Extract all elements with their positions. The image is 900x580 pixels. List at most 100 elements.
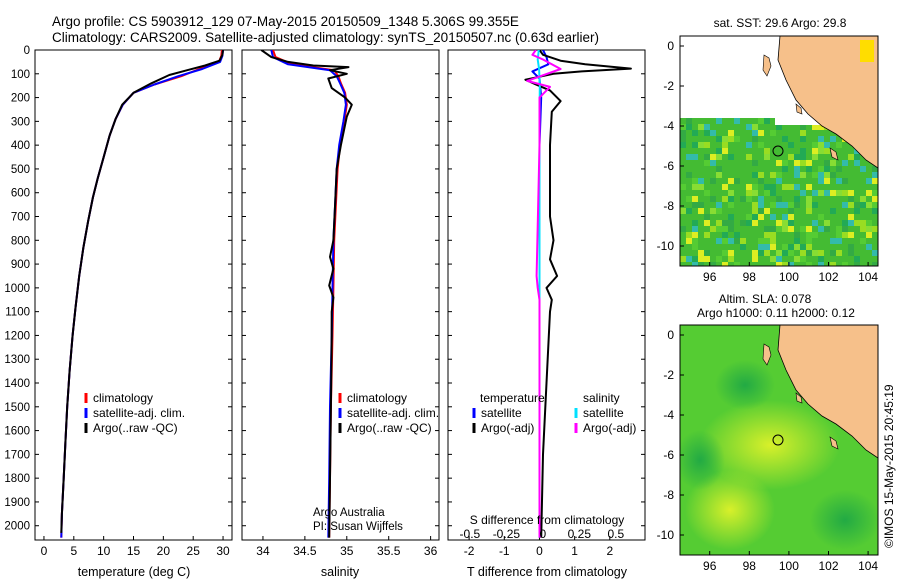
sst-cell xyxy=(758,142,764,148)
sst-cell xyxy=(710,208,716,214)
sla-map-ticks: 96 98 100 102 104 0 -2 -4 -6 -8 -10 xyxy=(657,328,879,573)
series-argo-raw-qc xyxy=(60,50,224,533)
sst-cell xyxy=(752,172,758,178)
series-climatology xyxy=(60,50,223,538)
sst-cell xyxy=(758,238,764,244)
sst-cell xyxy=(848,196,854,202)
sla-land-sumatra xyxy=(777,325,878,459)
sst-cell xyxy=(728,130,734,136)
sst-cell xyxy=(710,196,716,202)
sst-cell xyxy=(752,124,758,130)
sst-cell xyxy=(830,208,836,214)
sst-cell xyxy=(818,166,824,172)
sst-cell xyxy=(818,136,824,142)
sst-cell xyxy=(872,202,878,208)
sla-island-1 xyxy=(762,343,772,366)
sst-cell xyxy=(716,256,722,262)
sst-cell xyxy=(794,202,800,208)
sst-cell xyxy=(764,148,770,154)
sst-cell xyxy=(728,256,734,262)
sst-cell xyxy=(776,196,782,202)
legend-label: climatology xyxy=(347,391,407,405)
temperature-panel: 0 5 10 15 20 25 30 0 100 200 300 400 500 600 700 800 90… xyxy=(4,45,233,579)
map-x-tick-label: 102 xyxy=(818,270,838,284)
sst-cell xyxy=(866,226,872,232)
sla-high-blob-2 xyxy=(685,470,775,550)
sst-cell xyxy=(818,214,824,220)
sst-cell xyxy=(866,220,872,226)
series-satellite-adj-clim xyxy=(60,50,224,538)
sst-cell xyxy=(782,214,788,220)
sst-cell xyxy=(812,142,818,148)
sst-cell xyxy=(812,250,818,256)
temperature-xlabel: temperature (deg C) xyxy=(78,565,191,579)
sst-cell xyxy=(872,190,878,196)
sst-cell xyxy=(728,136,734,142)
map-y-tick-label: -8 xyxy=(663,488,674,502)
sst-cell xyxy=(692,196,698,202)
sst-cell xyxy=(740,220,746,226)
sst-cell xyxy=(710,226,716,232)
sst-cell xyxy=(716,166,722,172)
sst-cell xyxy=(728,220,734,226)
sst-cell xyxy=(872,178,878,184)
sst-cell xyxy=(746,154,752,160)
x-tick-label: 34 xyxy=(256,544,270,558)
sst-cell xyxy=(848,154,854,160)
map-x-tick-label: 102 xyxy=(818,559,838,573)
x-tick-label: 5 xyxy=(70,544,77,558)
sst-cell xyxy=(860,238,866,244)
sst-cell xyxy=(692,238,698,244)
y-tick-label: 1800 xyxy=(4,473,30,485)
sst-map-ticks: 96 98 100 102 104 0 -2 -4 -6 -8 -10 xyxy=(657,39,879,284)
difference-secondary-ticks: -0.5 -0.25 0 0.25 0.5 xyxy=(460,527,625,541)
sst-cell xyxy=(686,124,692,130)
sst-cell xyxy=(860,226,866,232)
y-tick-label: 1600 xyxy=(4,426,30,438)
sst-land-sumatra xyxy=(777,36,878,169)
sst-cell xyxy=(734,178,740,184)
sst-map-frame xyxy=(679,35,879,267)
sst-cell xyxy=(842,226,848,232)
sst-cell xyxy=(770,202,776,208)
sst-cell xyxy=(758,202,764,208)
sst-cell xyxy=(824,178,830,184)
y-tick-label: 400 xyxy=(11,140,30,152)
map-x-tick-label: 100 xyxy=(779,270,799,284)
sst-cell xyxy=(758,208,764,214)
sst-cell xyxy=(752,250,758,256)
sst-cell xyxy=(800,136,806,142)
sst-cell xyxy=(848,232,854,238)
sst-cell xyxy=(836,232,842,238)
map-x-tick-label: 104 xyxy=(858,270,878,284)
sst-cell xyxy=(752,184,758,190)
sst-cell xyxy=(806,238,812,244)
sst-cell xyxy=(788,220,794,226)
salinity-xlabel: salinity xyxy=(321,565,360,579)
salinity-xticks: 34 34.5 35 35.5 36 xyxy=(256,536,438,558)
sst-cell xyxy=(794,232,800,238)
y-tick-label: 1400 xyxy=(4,378,30,390)
sst-field-cells xyxy=(680,118,878,266)
legend-label: satellite-adj. clim. xyxy=(347,406,439,420)
sst-cell xyxy=(806,202,812,208)
y-tick-label: 1500 xyxy=(4,402,30,414)
sst-cell xyxy=(770,184,776,190)
y-tick-label: 1900 xyxy=(4,497,30,509)
sst-cell xyxy=(770,172,776,178)
sst-cell xyxy=(692,202,698,208)
sst-cell xyxy=(704,160,710,166)
secondary-tick-label: 0.5 xyxy=(607,527,624,541)
sst-cell xyxy=(758,196,764,202)
sst-cell xyxy=(812,154,818,160)
sst-cell xyxy=(740,196,746,202)
sst-cell xyxy=(752,130,758,136)
sst-cell xyxy=(854,262,860,266)
sst-cell xyxy=(818,124,824,130)
sst-cell xyxy=(740,244,746,250)
sst-cell xyxy=(722,238,728,244)
sst-cell xyxy=(764,226,770,232)
sst-island-3 xyxy=(829,147,839,161)
sst-cell xyxy=(818,262,824,266)
